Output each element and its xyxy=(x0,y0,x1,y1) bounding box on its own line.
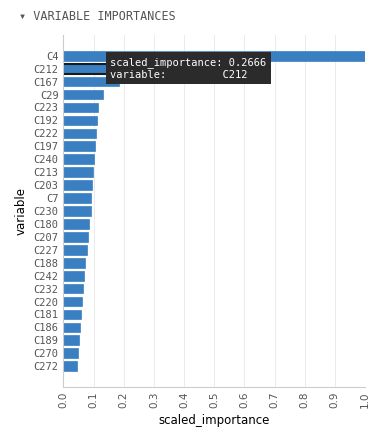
Bar xyxy=(64,64,144,73)
Bar xyxy=(64,284,83,293)
Bar xyxy=(64,271,84,281)
Bar xyxy=(64,206,90,216)
Bar xyxy=(64,129,96,138)
Text: ▾ VARIABLE IMPORTANCES: ▾ VARIABLE IMPORTANCES xyxy=(19,10,176,23)
Text: scaled_importance: 0.2666
variable:         C212: scaled_importance: 0.2666 variable: C212 xyxy=(110,57,266,80)
X-axis label: scaled_importance: scaled_importance xyxy=(159,414,270,427)
Bar xyxy=(64,245,87,255)
Bar xyxy=(64,193,92,203)
Bar xyxy=(64,141,95,151)
Bar xyxy=(64,335,79,345)
Bar xyxy=(64,115,97,125)
Bar xyxy=(64,348,78,358)
Bar xyxy=(64,219,89,229)
Bar xyxy=(64,362,77,371)
Bar xyxy=(64,168,93,177)
Bar xyxy=(64,103,98,112)
Bar xyxy=(64,51,365,61)
Bar xyxy=(64,90,103,99)
Bar xyxy=(64,323,80,332)
Bar xyxy=(64,180,92,190)
Bar xyxy=(64,232,88,242)
Bar xyxy=(64,310,81,319)
Bar xyxy=(64,154,94,164)
Bar xyxy=(64,297,82,306)
Y-axis label: variable: variable xyxy=(15,187,28,235)
Bar xyxy=(64,77,119,87)
Bar xyxy=(64,258,85,267)
